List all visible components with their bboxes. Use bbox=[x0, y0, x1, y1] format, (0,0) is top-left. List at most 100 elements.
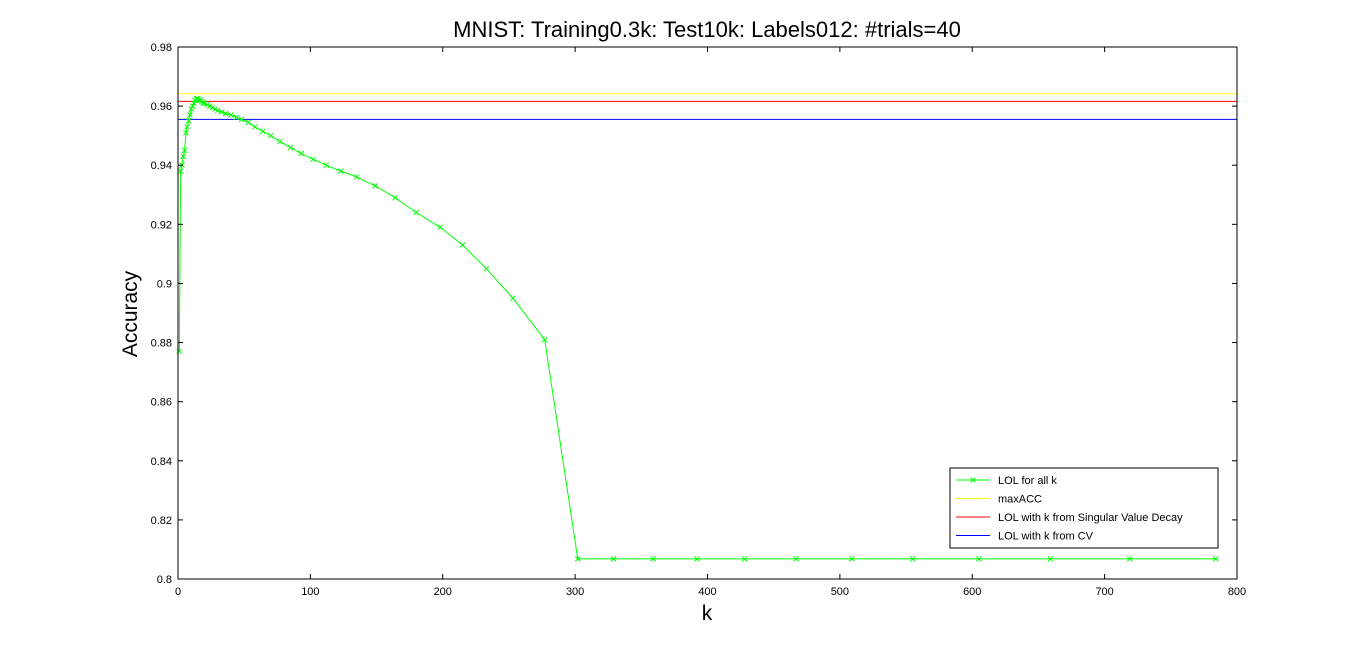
marker-stroke bbox=[191, 100, 197, 107]
marker-stroke bbox=[310, 156, 316, 163]
x-tick-label: 700 bbox=[1095, 586, 1113, 598]
marker-stroke bbox=[1126, 556, 1133, 562]
data-point bbox=[245, 119, 252, 126]
data-point bbox=[610, 556, 617, 562]
marker-stroke bbox=[909, 556, 916, 562]
x-tick-label: 100 bbox=[301, 586, 319, 598]
marker-stroke bbox=[201, 100, 208, 107]
marker-stroke bbox=[259, 128, 266, 135]
marker-stroke bbox=[793, 556, 800, 562]
data-point bbox=[206, 103, 213, 109]
marker-stroke bbox=[212, 106, 218, 112]
data-point bbox=[200, 100, 207, 107]
data-point bbox=[392, 194, 398, 201]
marker-stroke bbox=[694, 556, 700, 562]
data-point bbox=[437, 224, 443, 231]
marker-stroke bbox=[204, 101, 210, 108]
y-tick-label: 0.9 bbox=[157, 278, 172, 290]
chart-title: MNIST: Training0.3k: Test10k: Labels012:… bbox=[453, 17, 961, 42]
data-point bbox=[483, 265, 490, 272]
data-point bbox=[177, 168, 184, 174]
legend-label: maxACC bbox=[998, 494, 1042, 506]
marker-stroke bbox=[233, 114, 240, 121]
data-point bbox=[193, 95, 200, 102]
data-point bbox=[189, 103, 196, 109]
x-tick-label: 800 bbox=[1228, 586, 1246, 598]
data-point bbox=[183, 129, 189, 136]
data-point bbox=[188, 106, 195, 112]
y-tick-label: 0.92 bbox=[151, 219, 172, 231]
marker-stroke bbox=[437, 224, 443, 231]
marker-stroke bbox=[177, 168, 184, 174]
data-point bbox=[204, 101, 210, 108]
marker-stroke bbox=[214, 107, 221, 114]
data-point bbox=[184, 123, 191, 130]
y-tick-label: 0.8 bbox=[157, 574, 172, 586]
marker-stroke bbox=[650, 556, 657, 562]
data-point bbox=[353, 174, 360, 180]
marker-stroke bbox=[183, 129, 189, 136]
data-point bbox=[222, 110, 229, 117]
marker-stroke bbox=[218, 109, 225, 115]
data-point bbox=[1126, 556, 1133, 562]
marker-stroke bbox=[741, 556, 748, 562]
marker-stroke bbox=[196, 97, 203, 104]
marker-stroke bbox=[459, 242, 466, 248]
marker-stroke bbox=[848, 556, 855, 562]
y-tick-label: 0.88 bbox=[151, 338, 172, 350]
data-point bbox=[181, 147, 188, 154]
data-point bbox=[741, 556, 748, 562]
data-point bbox=[238, 116, 245, 123]
marker-stroke bbox=[353, 174, 360, 180]
x-tick-label: 300 bbox=[566, 586, 584, 598]
marker-stroke bbox=[193, 95, 200, 102]
marker-stroke bbox=[181, 147, 188, 154]
legend-box bbox=[949, 467, 1219, 549]
legend-label: LOL for all k bbox=[998, 475, 1057, 487]
data-point bbox=[337, 168, 344, 174]
marker-stroke bbox=[574, 556, 581, 562]
reference-lines bbox=[178, 93, 1237, 120]
marker-stroke bbox=[185, 118, 192, 124]
data-point bbox=[214, 107, 221, 114]
data-point bbox=[976, 556, 982, 562]
data-point bbox=[251, 123, 258, 130]
marker-stroke bbox=[337, 168, 344, 174]
data-point bbox=[323, 162, 330, 169]
marker-stroke bbox=[610, 556, 617, 562]
data-point bbox=[298, 150, 304, 157]
data-point bbox=[259, 128, 266, 135]
data-point bbox=[848, 556, 855, 562]
data-point bbox=[187, 112, 193, 118]
data-point bbox=[267, 132, 274, 139]
data-point bbox=[185, 118, 192, 124]
y-tick-label: 0.96 bbox=[151, 101, 172, 113]
marker-stroke bbox=[298, 150, 304, 157]
series-layer bbox=[176, 95, 1219, 562]
data-point bbox=[212, 106, 218, 112]
y-tick-label: 0.94 bbox=[151, 160, 172, 172]
data-point bbox=[909, 556, 916, 562]
data-point bbox=[541, 336, 548, 343]
marker-stroke bbox=[184, 123, 191, 130]
marker-stroke bbox=[510, 295, 516, 302]
y-tick-label: 0.82 bbox=[151, 515, 172, 527]
data-point bbox=[1047, 556, 1054, 562]
y-axis-ticks: 0.8 0.82 0.84 0.86 0.88 0.9 0.92 0.94 0.96 0.98 bbox=[151, 42, 1237, 586]
data-point bbox=[287, 144, 294, 151]
marker-stroke bbox=[187, 112, 193, 118]
x-axis-label: k bbox=[702, 602, 713, 625]
marker-stroke bbox=[189, 103, 196, 109]
data-point bbox=[694, 556, 700, 562]
data-point bbox=[1212, 556, 1219, 562]
marker-stroke bbox=[228, 112, 234, 118]
marker-stroke bbox=[251, 123, 258, 130]
legend-label: LOL with k from Singular Value Decay bbox=[998, 512, 1183, 524]
data-point bbox=[218, 109, 225, 115]
marker-stroke bbox=[188, 106, 195, 112]
marker-stroke bbox=[976, 556, 982, 562]
data-point bbox=[209, 104, 216, 111]
data-point bbox=[228, 112, 234, 118]
